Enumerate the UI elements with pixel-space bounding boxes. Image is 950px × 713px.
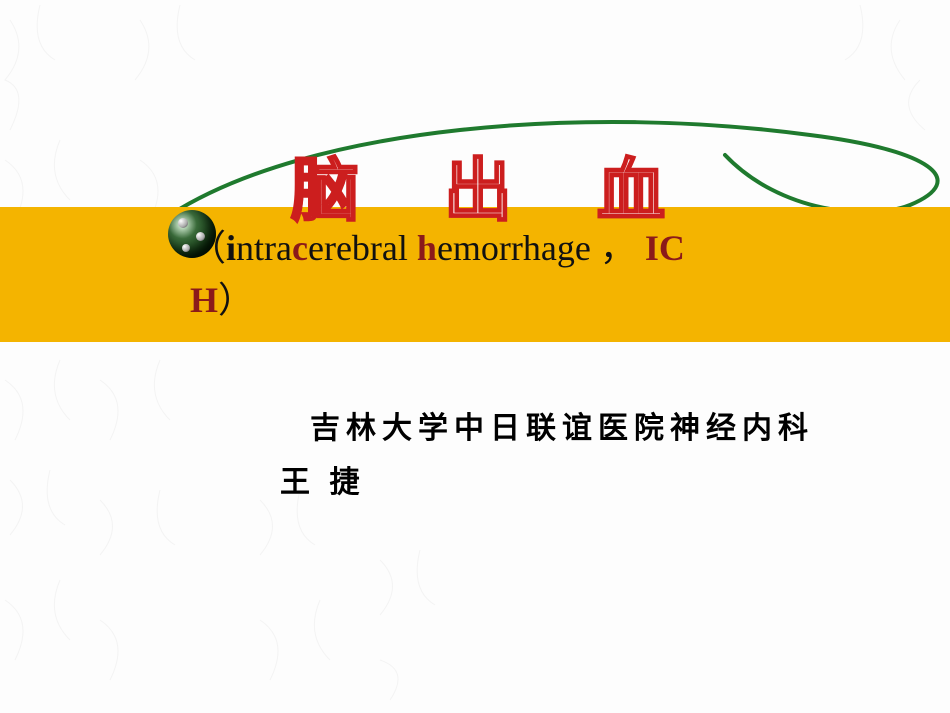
affiliation-text: 吉林大学中日联谊医院神经内科 [310,405,814,453]
slide-subtitle-en: （intracerebral hemorrhage ， IC H） [190,222,890,326]
paren-open: （ [190,228,226,268]
bullet-sphere-dot [182,244,190,252]
author-name: 王 捷 [280,459,814,507]
comma: ， [591,228,645,268]
abbr-C: C [659,228,685,268]
slide-title-cn: 脑 出 血 [0,135,950,234]
word3-first: h [417,228,437,268]
word2-rest: erebral [308,228,408,268]
word2-first: c [292,228,308,268]
word3-rest: emorrhage [437,228,591,268]
abbr-I: I [645,228,659,268]
author-block: 吉林大学中日联谊医院神经内科 王 捷 [310,405,814,507]
title-text: 脑 出 血 [291,153,699,229]
abbr-H: H [190,280,218,320]
word1-rest: ntra [236,228,292,268]
paren-close: ） [218,280,254,320]
word1-first: i [226,228,236,268]
background-pattern [0,0,950,713]
